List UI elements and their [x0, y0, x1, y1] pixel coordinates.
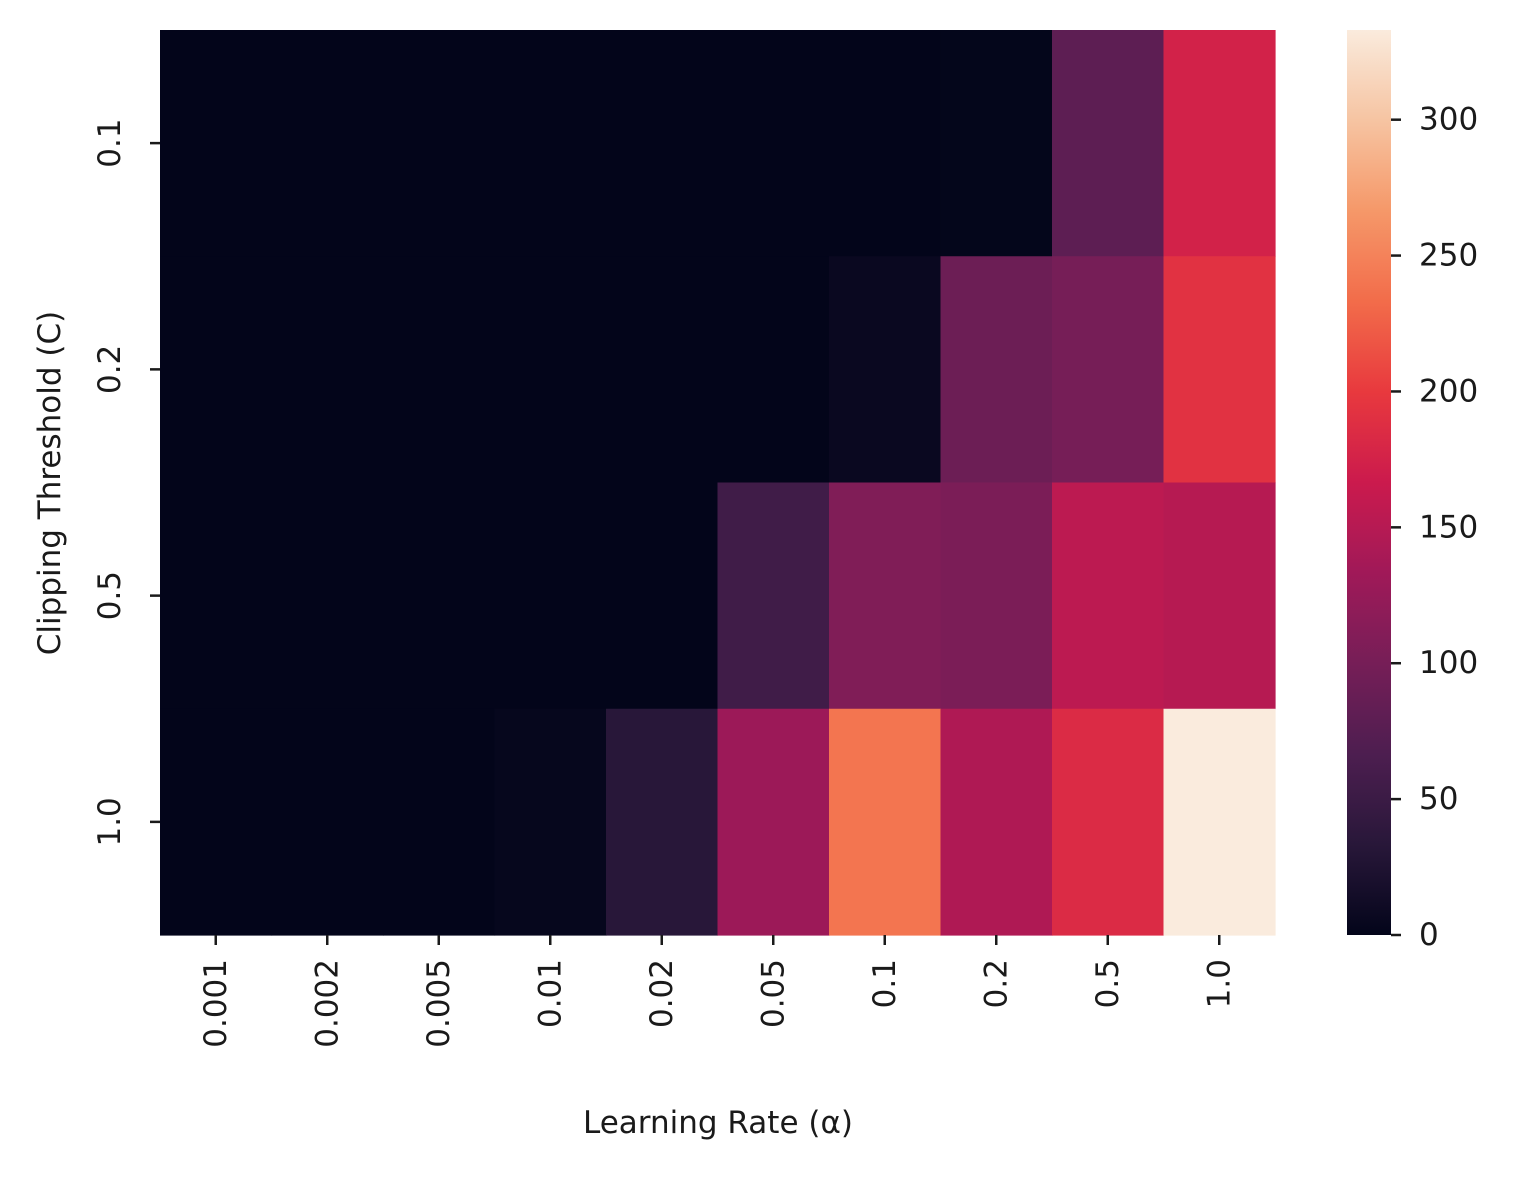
- heatmap-cell: [494, 256, 607, 484]
- heatmap-cell: [829, 30, 942, 257]
- heatmap-cell: [829, 256, 942, 484]
- heatmap-cell: [383, 708, 496, 936]
- heatmap-cell: [1052, 482, 1165, 710]
- heatmap-cell: [1163, 708, 1276, 936]
- colorbar-ticks: 0 50 100 150 200 250 300: [1391, 102, 1478, 953]
- heatmap-cell: [717, 482, 830, 710]
- heatmap-cell: [271, 30, 384, 257]
- heatmap-cell: [160, 482, 273, 710]
- x-tick-label: 0.001: [198, 959, 234, 1048]
- x-tick-label: 0.01: [532, 959, 568, 1028]
- heatmap-cell: [1163, 30, 1276, 257]
- heatmap-cell: [160, 256, 273, 484]
- heatmap-cell: [940, 30, 1053, 257]
- x-tick-label: 0.002: [309, 959, 345, 1048]
- heatmap-cell: [160, 708, 273, 936]
- x-tick-label: 0.1: [867, 959, 903, 1008]
- heatmap-cell: [717, 30, 830, 257]
- heatmap-cell: [1163, 482, 1276, 710]
- y-tick-label: 0.1: [92, 118, 128, 167]
- colorbar-tick-label: 150: [1419, 509, 1478, 545]
- y-axis-label: Clipping Threshold (C): [32, 311, 68, 655]
- y-tick-label: 0.5: [92, 571, 128, 620]
- heatmap-cell: [829, 482, 942, 710]
- heatmap-cell: [606, 708, 719, 936]
- colorbar-tick-label: 200: [1419, 373, 1478, 409]
- heatmap-cell: [1052, 256, 1165, 484]
- y-tick-label: 0.2: [92, 345, 128, 394]
- x-axis-label: Learning Rate (α): [583, 1105, 853, 1141]
- x-tick-label: 0.2: [978, 959, 1014, 1008]
- heatmap-cell: [606, 30, 719, 257]
- x-tick-label: 0.05: [755, 959, 791, 1028]
- colorbar-tick-label: 100: [1419, 645, 1478, 681]
- heatmap-cell: [494, 708, 607, 936]
- colorbar: [1347, 30, 1391, 935]
- x-tick-label: 0.5: [1090, 959, 1126, 1008]
- heatmap-cell: [1052, 30, 1165, 257]
- heatmap-cell: [940, 482, 1053, 710]
- heatmap-cell: [494, 30, 607, 257]
- heatmap-cell: [1163, 256, 1276, 484]
- colorbar-tick-label: 0: [1419, 917, 1439, 953]
- heatmap-cell: [829, 708, 942, 936]
- x-tick-label: 1.0: [1201, 959, 1237, 1008]
- heatmap-cell: [383, 482, 496, 710]
- heatmap-cell: [160, 30, 273, 257]
- heatmap-cell: [1052, 708, 1165, 936]
- x-tick-label: 0.02: [644, 959, 680, 1028]
- heatmap-cell: [606, 256, 719, 484]
- y-tick-label: 1.0: [92, 797, 128, 846]
- x-tick-label: 0.005: [421, 959, 457, 1048]
- heatmap-cell: [717, 708, 830, 936]
- heatmap-cell: [494, 482, 607, 710]
- heatmap-cell: [383, 30, 496, 257]
- y-axis-ticks: 0.1 0.2 0.5 1.0: [92, 118, 160, 847]
- heatmap-cell: [940, 256, 1053, 484]
- colorbar-tick-label: 300: [1419, 102, 1478, 138]
- heatmap-cell: [717, 256, 830, 484]
- colorbar-tick-label: 50: [1419, 781, 1458, 817]
- x-axis-ticks: 0.001 0.002 0.005 0.01 0.02 0.05 0.1 0.2 0.5 1.0: [198, 935, 1237, 1048]
- heatmap-cell: [606, 482, 719, 710]
- heatmap-cell: [271, 482, 384, 710]
- colorbar-tick-label: 250: [1419, 238, 1478, 274]
- heatmap-cell: [271, 256, 384, 484]
- heatmap-cell: [383, 256, 496, 484]
- heatmap-cell: [271, 708, 384, 936]
- heatmap-cells: [160, 30, 1276, 936]
- heatmap-cell: [940, 708, 1053, 936]
